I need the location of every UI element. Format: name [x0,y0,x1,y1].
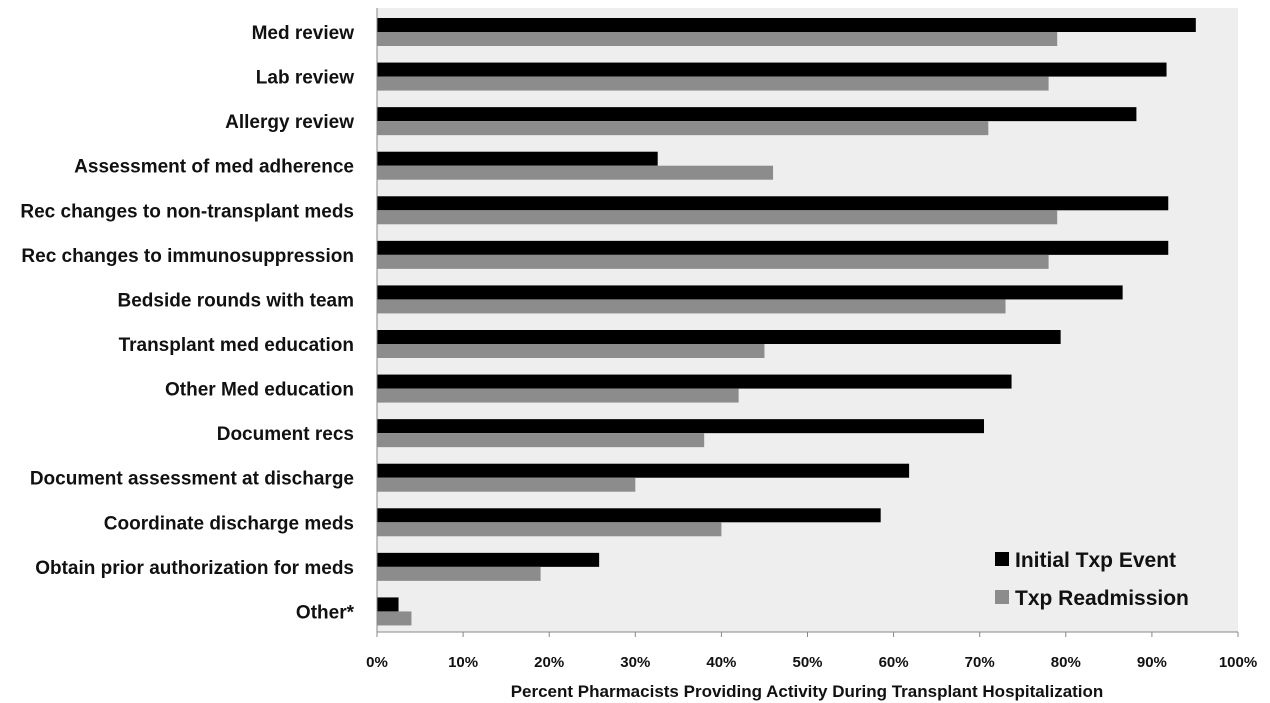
bar-initial-txp-event-document-recs [377,419,985,434]
category-label-allergy-review: Allergy review [225,112,354,133]
category-label-coordinate-discharge-meds: Coordinate discharge meds [104,513,354,534]
bar-txp-readmission-coordinate-discharge-meds [377,522,722,537]
category-label-assessment-of-med-adherence: Assessment of med adherence [74,157,354,178]
category-label-lab-review: Lab review [256,68,354,89]
bar-initial-txp-event-transplant-med-education [377,330,1061,344]
legend: Initial Txp Event Txp Readmission [995,549,1189,610]
bar-txp-readmission-bedside-rounds-with-team [377,299,1006,314]
category-label-transplant-med-education: Transplant med education [119,335,354,356]
bar-txp-readmission-rec-changes-to-non-transplant-meds [377,210,1058,225]
bar-txp-readmission-assessment-of-med-adherence [377,165,774,180]
category-label-med-review: Med review [252,23,355,44]
category-label-other: Other* [296,602,355,623]
x-tick-label: 40% [706,654,736,671]
category-label-document-recs: Document recs [217,424,354,445]
bar-txp-readmission-med-review [377,32,1058,46]
bar-initial-txp-event-document-assessment-at-discharge [377,463,910,478]
bar-initial-txp-event-allergy-review [377,107,1137,122]
category-labels: Med review Lab review Allergy review Assess… [20,23,354,623]
bar-initial-txp-event-bedside-rounds-with-team [377,285,1123,300]
x-axis-title: Percent Pharmacists Providing Activity D… [511,682,1104,701]
category-label-bedside-rounds-with-team: Bedside rounds with team [118,290,354,311]
bar-txp-readmission-rec-changes-to-immunosuppression [377,254,1049,269]
bar-initial-txp-event-rec-changes-to-immunosuppression [377,240,1169,255]
bar-txp-readmission-lab-review [377,76,1049,91]
bar-txp-readmission-obtain-prior-authorization-for-meds [377,566,541,581]
x-tick-label: 90% [1137,654,1167,671]
x-tick-label: 20% [534,654,564,671]
x-tick-label: 80% [1051,654,1081,671]
bar-initial-txp-event-lab-review [377,62,1167,77]
category-label-other-med-education: Other Med education [165,380,354,401]
legend-swatch-readmission [995,590,1009,604]
legend-swatch-initial [995,552,1009,566]
plot-area [377,8,1238,632]
bar-txp-readmission-document-recs [377,433,705,448]
bar-txp-readmission-transplant-med-education [377,344,765,358]
bar-txp-readmission-allergy-review [377,121,989,136]
x-tick-label: 50% [792,654,822,671]
x-tick-label: 60% [879,654,909,671]
bar-initial-txp-event-other-med-education [377,374,1012,389]
bar-txp-readmission-other-med-education [377,388,739,403]
bar-initial-txp-event-rec-changes-to-non-transplant-meds [377,196,1169,211]
category-label-obtain-prior-authorization-for-meds: Obtain prior authorization for meds [35,558,354,579]
bar-txp-readmission-other [377,611,412,626]
legend-label-initial: Initial Txp Event [1015,549,1176,572]
bar-initial-txp-event-med-review [377,18,1196,32]
x-tick-label: 0% [366,654,388,671]
bar-initial-txp-event-assessment-of-med-adherence [377,151,658,166]
category-label-rec-changes-to-immunosuppression: Rec changes to immunosuppression [21,246,354,267]
bars-group [377,18,1196,626]
bar-txp-readmission-document-assessment-at-discharge [377,477,636,492]
bar-initial-txp-event-coordinate-discharge-meds [377,508,881,523]
legend-label-readmission: Txp Readmission [1015,587,1189,610]
bar-initial-txp-event-other [377,597,399,612]
category-label-rec-changes-to-non-transplant-meds: Rec changes to non-transplant meds [20,201,354,222]
x-tick-label: 30% [620,654,650,671]
bar-initial-txp-event-obtain-prior-authorization-for-meds [377,552,600,567]
x-tick-label: 10% [448,654,478,671]
x-tick-label: 100% [1219,654,1257,671]
category-label-document-assessment-at-discharge: Document assessment at discharge [30,469,354,490]
x-tick-group: 0% 10% 20% 30% 40% 50% 60% 70% 80% 90% 100% [366,632,1257,671]
x-tick-label: 70% [965,654,995,671]
